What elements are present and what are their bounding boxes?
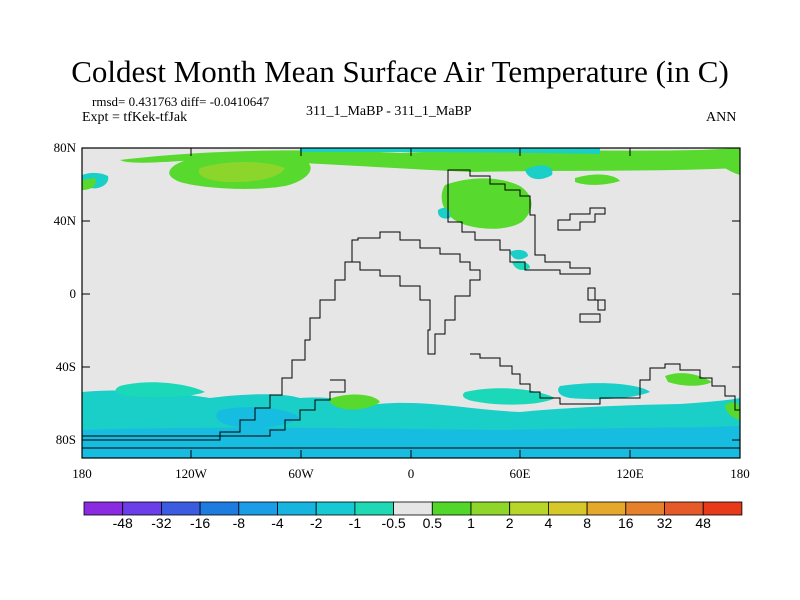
- colorbar-swatch: [199, 501, 240, 516]
- colorbar-label: 8: [583, 515, 591, 531]
- x-tick-label: 0: [407, 466, 415, 481]
- continent-outline-america: [82, 261, 352, 441]
- continent-outline-east: [447, 169, 591, 275]
- colorbar-label: -32: [151, 515, 172, 531]
- colorbar: [83, 501, 743, 516]
- continent-outline-peninsula: [82, 379, 346, 437]
- colorbar-swatch: [548, 501, 588, 516]
- colorbar-swatch: [315, 501, 356, 516]
- colorbar-swatch: [122, 501, 162, 516]
- continent-outline-africa: [351, 231, 481, 355]
- colorbar-swatch: [238, 501, 278, 516]
- island-outline-1: [557, 207, 606, 231]
- subpolar-cool-patch-3: [558, 383, 650, 400]
- x-tick-label: 60E: [509, 466, 531, 481]
- colorbar-label: 48: [695, 515, 711, 531]
- midlat-cool-spot: [510, 249, 528, 260]
- colorbar-label: 1: [467, 515, 475, 531]
- colorbar-swatch: [277, 501, 317, 516]
- antarctic-cold-patch: [216, 407, 300, 428]
- colorbar-label: 32: [656, 515, 673, 531]
- y-tick-label: 40S: [55, 359, 76, 374]
- run-label: 311_1_MaBP - 311_1_MaBP: [306, 104, 472, 119]
- island-outline-3: [579, 313, 601, 323]
- x-tick-label: 120W: [175, 466, 207, 481]
- colorbar-swatch: [586, 501, 627, 516]
- colorbar-swatch: [702, 501, 743, 516]
- colorbar-swatch: [664, 501, 704, 516]
- colorbar-label: 4: [544, 515, 553, 531]
- colorbar-label: 0.5: [422, 515, 443, 531]
- colorbar-swatch: [83, 501, 124, 516]
- colorbar-swatch: [470, 501, 511, 516]
- north-cool-spot: [525, 165, 553, 180]
- colorbar-label: -48: [112, 515, 133, 531]
- coastlines: [82, 169, 740, 449]
- stats-label: rmsd= 0.431763 diff= -0.0410647: [92, 94, 270, 109]
- colorbar-label: -0.5: [381, 515, 406, 531]
- southern-warm-blob: [329, 394, 380, 410]
- x-tick-label: 180: [730, 466, 750, 481]
- colorbar-label: -8: [232, 515, 246, 531]
- colorbar-label: 2: [505, 515, 514, 531]
- colorbar-swatch: [509, 501, 549, 516]
- colorbar-label: -2: [309, 515, 323, 531]
- antarctic-cold-strip: [82, 426, 740, 458]
- west-warm-patch: [82, 178, 96, 190]
- subpolar-cool-patch: [115, 382, 205, 398]
- x-tick-label: 180: [72, 466, 92, 481]
- anomaly-fields: [82, 148, 740, 458]
- axis-ticks: [82, 147, 740, 458]
- colorbar-swatch: [625, 501, 665, 516]
- colorbar-label: -16: [189, 515, 211, 531]
- continent-outline-south-east: [470, 353, 740, 411]
- arctic-cool-strip: [300, 148, 600, 154]
- colorbar-label: 16: [618, 515, 634, 531]
- continent-warm-region: [441, 178, 532, 229]
- colorbar-swatch: [354, 501, 394, 516]
- continent-cool-spot: [437, 207, 451, 219]
- x-tick-label: 60W: [288, 466, 314, 481]
- northeast-warm-patch: [575, 174, 620, 185]
- colorbar-label: -4: [271, 515, 284, 531]
- y-tick-label: 80S: [55, 432, 76, 447]
- southern-warm-blob-3: [725, 402, 740, 420]
- season-label: ANN: [706, 110, 737, 125]
- colorbar-swatch: [160, 501, 201, 516]
- y-tick-label: 80N: [53, 140, 76, 155]
- x-tick-label: 120E: [616, 466, 644, 481]
- colorbar-swatch: [431, 501, 472, 516]
- y-tick-label: 40N: [53, 213, 76, 228]
- island-outline-2: [587, 287, 606, 311]
- northeast-warm-patch-2: [715, 149, 740, 175]
- experiment-label: Expt = tfKek-tfJak: [82, 110, 188, 125]
- page-title: Coldest Month Mean Surface Air Temperatu…: [71, 54, 729, 89]
- colorbar-swatch: [393, 501, 433, 516]
- southern-warm-blob-2: [665, 373, 712, 386]
- y-tick-label: 0: [69, 286, 77, 301]
- colorbar-label: -1: [348, 515, 362, 531]
- eurasia-warm-core: [198, 162, 285, 183]
